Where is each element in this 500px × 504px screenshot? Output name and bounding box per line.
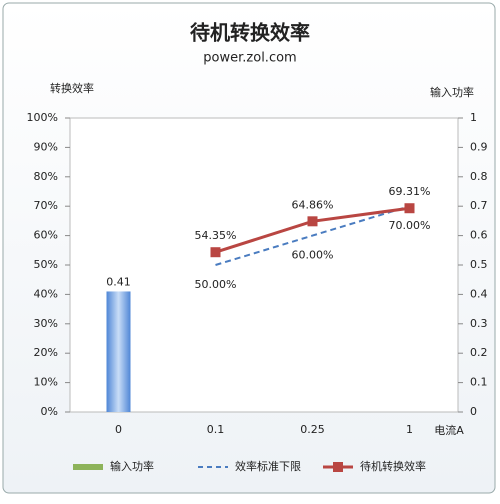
y2-tick-label: 0.3 bbox=[470, 317, 488, 330]
line bbox=[215, 205, 410, 266]
x-tick-label: 0.25 bbox=[300, 423, 325, 436]
y-tick-label: 80% bbox=[34, 170, 58, 183]
y-axis-label: 转换效率 bbox=[50, 81, 94, 95]
legend-label: 效率标准下限 bbox=[235, 459, 301, 473]
plot-area bbox=[69, 117, 459, 413]
x-tick-label: 1 bbox=[406, 423, 413, 436]
legend-swatch bbox=[73, 464, 103, 470]
bar-label: 0.41 bbox=[106, 275, 131, 288]
data-label: 69.31% bbox=[389, 185, 431, 198]
y2-tick-label: 0.6 bbox=[470, 229, 488, 242]
y2-tick-label: 0.8 bbox=[470, 170, 488, 183]
y-tick-label: 90% bbox=[34, 140, 58, 153]
data-label: 64.86% bbox=[292, 198, 334, 211]
x-tick-label: 0.1 bbox=[207, 423, 225, 436]
y2-tick-label: 0 bbox=[470, 405, 477, 418]
y2-axis-label: 输入功率 bbox=[430, 85, 474, 99]
y2-tick-label: 0.7 bbox=[470, 199, 488, 212]
y-tick-label: 60% bbox=[34, 229, 58, 242]
y-tick-label: 50% bbox=[34, 258, 58, 271]
chart-title: 待机转换效率 bbox=[190, 21, 310, 45]
legend-label: 输入功率 bbox=[110, 459, 154, 473]
y-tick-label: 40% bbox=[34, 287, 58, 300]
chart-subtitle: power.zol.com bbox=[203, 51, 296, 66]
marker bbox=[307, 216, 318, 227]
y2-tick-label: 0.9 bbox=[470, 140, 488, 153]
data-label: 54.35% bbox=[195, 229, 237, 242]
data-label: 70.00% bbox=[389, 219, 431, 232]
bar bbox=[106, 291, 131, 412]
legend-marker bbox=[333, 462, 343, 472]
y-tick-label: 20% bbox=[34, 346, 58, 359]
legend-label: 待机转换效率 bbox=[360, 459, 426, 473]
marker bbox=[210, 247, 221, 258]
y2-tick-label: 1 bbox=[470, 111, 477, 124]
y-tick-label: 100% bbox=[27, 111, 58, 124]
y2-tick-label: 0.2 bbox=[470, 346, 488, 359]
data-label: 50.00% bbox=[195, 278, 237, 291]
y-tick-label: 0% bbox=[41, 405, 58, 418]
y-tick-label: 30% bbox=[34, 317, 58, 330]
x-axis-label: 电流A bbox=[434, 423, 464, 437]
y-tick-label: 10% bbox=[34, 376, 58, 389]
y2-tick-label: 0.4 bbox=[470, 287, 488, 300]
y-tick-label: 70% bbox=[34, 199, 58, 212]
marker bbox=[404, 203, 415, 214]
y2-tick-label: 0.5 bbox=[470, 258, 488, 271]
data-label: 60.00% bbox=[292, 249, 334, 262]
y2-tick-label: 0.1 bbox=[470, 376, 488, 389]
x-tick-label: 0 bbox=[115, 423, 122, 436]
